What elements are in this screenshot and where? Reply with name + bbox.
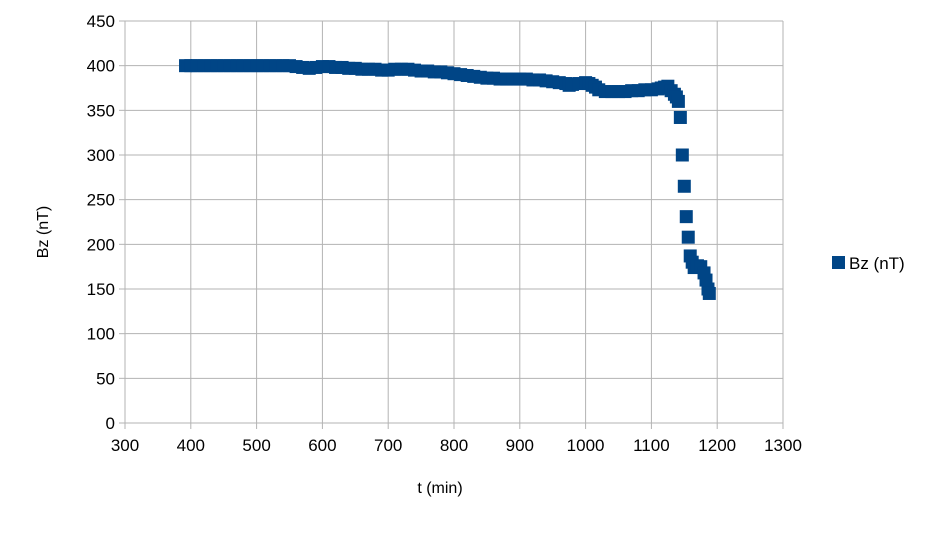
x-tick-label: 900 bbox=[506, 436, 534, 455]
x-tick-label: 1300 bbox=[764, 436, 802, 455]
data-point bbox=[675, 148, 689, 162]
legend: Bz (nT) bbox=[832, 254, 905, 273]
data-point bbox=[681, 230, 695, 244]
data-points bbox=[179, 59, 716, 300]
x-tick-label: 300 bbox=[111, 436, 139, 455]
y-axis-title: Bz (nT) bbox=[35, 206, 52, 258]
data-point bbox=[673, 110, 687, 124]
data-point bbox=[702, 286, 716, 300]
x-tick-labels: 300 400 500 600 700 800 900 1000 1100 1200 1300 bbox=[111, 436, 802, 455]
grid-lines bbox=[119, 20, 784, 429]
data-point bbox=[679, 210, 693, 224]
x-tick-label: 800 bbox=[440, 436, 468, 455]
y-tick-label: 450 bbox=[87, 12, 115, 31]
x-tick-label: 600 bbox=[308, 436, 336, 455]
legend-marker-icon bbox=[832, 256, 845, 269]
x-tick-label: 700 bbox=[374, 436, 402, 455]
data-point bbox=[677, 179, 691, 193]
x-tick-label: 1100 bbox=[633, 436, 670, 455]
y-tick-label: 400 bbox=[87, 57, 115, 76]
y-tick-label: 300 bbox=[87, 146, 115, 165]
x-tick-label: 500 bbox=[242, 436, 270, 455]
y-tick-label: 250 bbox=[87, 191, 115, 210]
y-tick-label: 200 bbox=[87, 235, 115, 254]
y-tick-label: 0 bbox=[106, 414, 115, 433]
x-axis-title: t (min) bbox=[417, 480, 462, 497]
y-tick-label: 350 bbox=[87, 101, 115, 120]
data-point bbox=[671, 94, 685, 108]
y-tick-label: 50 bbox=[96, 369, 115, 388]
y-tick-labels: 0 50 100 150 200 250 300 350 400 450 bbox=[87, 12, 115, 433]
y-tick-label: 150 bbox=[87, 280, 115, 299]
y-tick-label: 100 bbox=[87, 325, 115, 344]
x-tick-label: 1000 bbox=[567, 436, 605, 455]
x-tick-label: 1200 bbox=[698, 436, 736, 455]
x-tick-label: 400 bbox=[177, 436, 205, 455]
legend-label: Bz (nT) bbox=[849, 254, 905, 273]
